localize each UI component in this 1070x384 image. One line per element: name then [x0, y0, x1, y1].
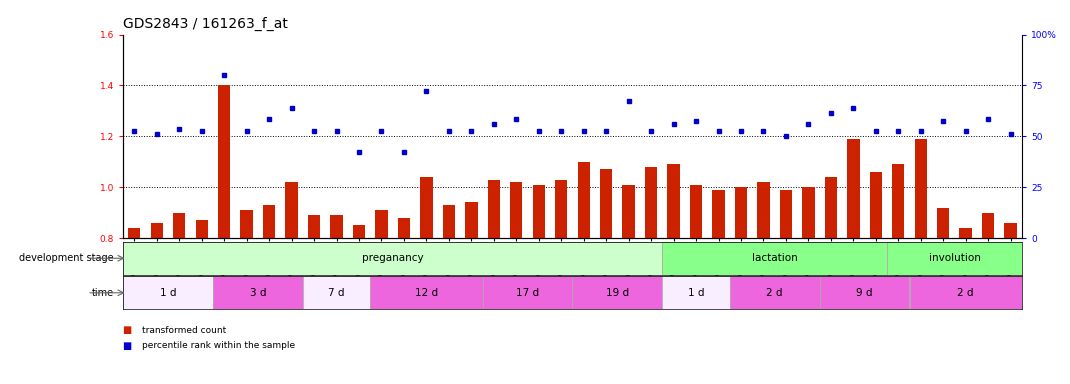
Bar [937, 207, 949, 238]
Text: 17 d: 17 d [516, 288, 539, 298]
Bar [173, 213, 185, 238]
Text: percentile rank within the sample: percentile rank within the sample [142, 341, 295, 350]
Text: ■: ■ [123, 341, 136, 351]
Text: 2 d: 2 d [958, 288, 974, 298]
Text: 1 d: 1 d [688, 288, 704, 298]
Bar [780, 190, 792, 238]
Bar [910, 276, 1022, 309]
Bar [572, 276, 662, 309]
Bar [960, 228, 972, 238]
Bar [887, 242, 1022, 275]
Bar [892, 164, 904, 238]
Bar [915, 139, 927, 238]
Bar [690, 185, 702, 238]
Bar [303, 276, 370, 309]
Bar [825, 177, 837, 238]
Text: 3 d: 3 d [249, 288, 266, 298]
Bar [483, 276, 572, 309]
Bar [128, 228, 140, 238]
Text: 9 d: 9 d [856, 288, 873, 298]
Bar [398, 218, 410, 238]
Text: GDS2843 / 161263_f_at: GDS2843 / 161263_f_at [123, 17, 288, 31]
Bar [353, 225, 365, 238]
Bar [578, 162, 590, 238]
Text: ■: ■ [123, 325, 136, 335]
Bar [758, 182, 769, 238]
Bar [196, 220, 208, 238]
Bar [668, 164, 679, 238]
Bar [286, 182, 297, 238]
Bar [802, 187, 814, 238]
Bar [331, 215, 342, 238]
Text: 1 d: 1 d [159, 288, 177, 298]
Text: preganancy: preganancy [362, 253, 424, 263]
Bar [376, 210, 387, 238]
Bar [662, 276, 730, 309]
Bar [600, 169, 612, 238]
Bar [151, 223, 163, 238]
Bar [488, 180, 500, 238]
Bar [123, 242, 662, 275]
Bar [123, 276, 213, 309]
Bar [730, 276, 820, 309]
Text: 12 d: 12 d [415, 288, 438, 298]
Text: time: time [92, 288, 114, 298]
Bar [847, 139, 859, 238]
Bar [213, 276, 303, 309]
Bar [308, 215, 320, 238]
Bar [820, 276, 910, 309]
Bar [735, 187, 747, 238]
Bar [982, 213, 994, 238]
Bar [662, 242, 887, 275]
Bar [713, 190, 724, 238]
Text: transformed count: transformed count [142, 326, 227, 335]
Bar [510, 182, 522, 238]
Bar [241, 210, 253, 238]
Bar [465, 202, 477, 238]
Bar [218, 86, 230, 238]
Bar [421, 177, 432, 238]
Text: 19 d: 19 d [606, 288, 629, 298]
Bar [645, 167, 657, 238]
Bar [623, 185, 635, 238]
Text: 2 d: 2 d [766, 288, 783, 298]
Bar [1005, 223, 1016, 238]
Bar [443, 205, 455, 238]
Text: lactation: lactation [752, 253, 797, 263]
Text: 7 d: 7 d [328, 288, 345, 298]
Bar [555, 180, 567, 238]
Bar [870, 172, 882, 238]
Text: development stage: development stage [19, 253, 114, 263]
Bar [263, 205, 275, 238]
Text: involution: involution [929, 253, 980, 263]
Bar [370, 276, 483, 309]
Bar [533, 185, 545, 238]
